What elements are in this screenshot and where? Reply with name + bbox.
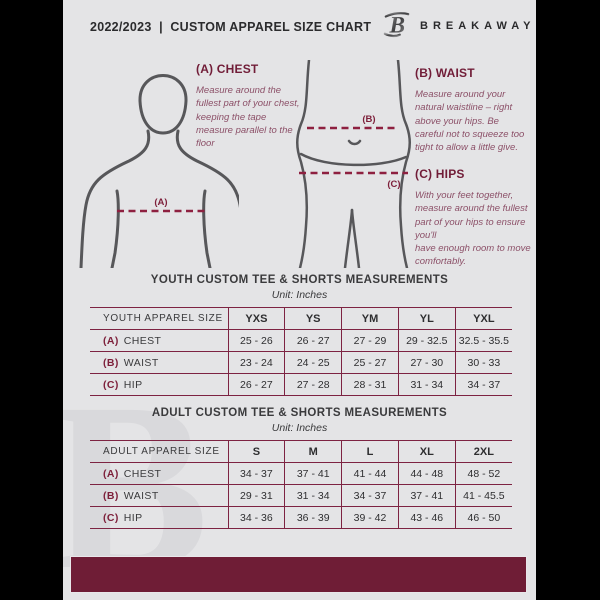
chest-instruction: (A) CHEST Measure around the fullest par… xyxy=(196,62,303,150)
size-cell: 26 - 27 xyxy=(284,329,342,352)
chest-instruction-text: Measure around the fullest part of your … xyxy=(196,85,300,150)
chest-marker-label: (A) xyxy=(154,197,167,208)
size-cell: 44 - 48 xyxy=(397,462,456,485)
size-cell: 34 - 37 xyxy=(341,484,399,507)
table-header-row: YOUTH APPAREL SIZE YXS YS YM YL YXL xyxy=(90,307,512,330)
table-row: (B) WAIST 29 - 31 31 - 34 34 - 37 37 - 41… xyxy=(90,484,512,507)
table-header-row: ADULT APPAREL SIZE S M L XL 2XL xyxy=(90,440,512,463)
hips-instruction: (C) HIPS With your feet together, measur… xyxy=(415,167,533,269)
brand-name: BREAKAWAY xyxy=(420,20,536,32)
size-cell: 34 - 37 xyxy=(454,373,512,396)
size-cell: 36 - 39 xyxy=(284,506,342,529)
size-cell: 31 - 34 xyxy=(397,373,456,396)
waist-instruction-heading: (B) WAIST xyxy=(415,66,475,80)
size-cell: 26 - 27 xyxy=(227,373,285,396)
size-cell: 27 - 30 xyxy=(397,351,456,374)
row-label: (A) CHEST xyxy=(90,462,228,485)
table-row: (A) CHEST 34 - 37 37 - 41 41 - 44 44 - 48… xyxy=(90,462,512,485)
size-cell: 28 - 31 xyxy=(341,373,399,396)
chest-instruction-heading: (A) CHEST xyxy=(196,62,259,76)
adult-table-title: ADULT CUSTOM TEE & SHORTS MEASUREMENTS xyxy=(151,407,448,419)
table-row: (C) HIP 34 - 36 36 - 39 39 - 42 43 - 46 4… xyxy=(90,506,512,529)
adult-table-unit: Unit: Inches xyxy=(271,422,328,434)
size-cell: 31 - 34 xyxy=(284,484,342,507)
column-header: S xyxy=(227,440,285,463)
row-label: (B) WAIST xyxy=(90,351,228,374)
size-cell: 34 - 37 xyxy=(227,462,285,485)
youth-table-unit: Unit: Inches xyxy=(271,289,328,301)
column-header: YXS xyxy=(227,307,285,330)
row-label: (B) WAIST xyxy=(90,484,228,507)
size-cell: 48 - 52 xyxy=(454,462,512,485)
size-cell: 46 - 50 xyxy=(454,506,512,529)
waist-marker-label: (B) xyxy=(362,114,375,125)
size-cell: 27 - 28 xyxy=(284,373,342,396)
waist-instruction-text: Measure around your natural waistline – … xyxy=(415,89,525,154)
page-header: 2022/2023 | CUSTOM APPAREL SIZE CHART B … xyxy=(63,0,536,52)
column-header: YS xyxy=(284,307,342,330)
footer-bar xyxy=(70,556,527,593)
table-row: (A) CHEST 25 - 26 26 - 27 27 - 29 29 - 32… xyxy=(90,329,512,352)
column-header: ADULT APPAREL SIZE xyxy=(90,440,228,463)
size-cell: 34 - 36 xyxy=(227,506,285,529)
waistband-curve xyxy=(299,152,408,167)
column-header: 2XL xyxy=(454,440,512,463)
head-outline xyxy=(138,74,188,135)
column-header: M xyxy=(284,440,342,463)
flyer-page: B 2022/2023 | CUSTOM APPAREL SIZE CHART … xyxy=(63,0,536,600)
hip-marker-label: (C) xyxy=(387,179,400,190)
table-row: (C) HIP 26 - 27 27 - 28 28 - 31 31 - 34 3… xyxy=(90,373,512,396)
size-cell: 43 - 46 xyxy=(397,506,456,529)
column-header: L xyxy=(341,440,399,463)
column-header: YXL xyxy=(454,307,512,330)
waist-instruction: (B) WAIST Measure around your natural wa… xyxy=(415,66,529,154)
hips-instruction-text: With your feet together, measure around … xyxy=(415,190,531,268)
size-cell: 29 - 31 xyxy=(227,484,285,507)
size-cell: 41 - 44 xyxy=(341,462,399,485)
row-label: (C) HIP xyxy=(90,373,228,396)
lower-body-diagram: (B) (C) xyxy=(291,58,416,273)
size-cell: 29 - 32.5 xyxy=(397,329,456,352)
column-header: XL xyxy=(397,440,456,463)
hips-instruction-heading: (C) HIPS xyxy=(415,167,465,181)
size-cell: 24 - 25 xyxy=(284,351,342,374)
size-cell: 37 - 41 xyxy=(284,462,342,485)
table-row: (B) WAIST 23 - 24 24 - 25 25 - 27 27 - 30… xyxy=(90,351,512,374)
column-header: YL xyxy=(397,307,456,330)
column-header: YOUTH APPAREL SIZE xyxy=(90,307,228,330)
size-cell: 25 - 26 xyxy=(227,329,285,352)
navel-mark xyxy=(347,139,362,146)
breakaway-logo-icon: B xyxy=(383,10,411,43)
size-cell: 39 - 42 xyxy=(341,506,399,529)
page-title: 2022/2023 | CUSTOM APPAREL SIZE CHART xyxy=(90,18,372,34)
row-label: (C) HIP xyxy=(90,506,228,529)
size-cell: 41 - 45.5 xyxy=(454,484,512,507)
brand-lockup: B BREAKAWAY xyxy=(383,10,536,43)
youth-size-table: YOUTH APPAREL SIZE YXS YS YM YL YXL (A) C… xyxy=(90,307,512,396)
size-cell: 37 - 41 xyxy=(397,484,456,507)
adult-size-table: ADULT APPAREL SIZE S M L XL 2XL (A) CHEST… xyxy=(90,440,512,529)
svg-text:B: B xyxy=(389,12,406,38)
size-cell: 23 - 24 xyxy=(227,351,285,374)
size-cell: 32.5 - 35.5 xyxy=(454,329,512,352)
size-cell: 27 - 29 xyxy=(341,329,399,352)
column-header: YM xyxy=(341,307,399,330)
row-label: (A) CHEST xyxy=(90,329,228,352)
size-cell: 30 - 33 xyxy=(454,351,512,374)
youth-table-title: YOUTH CUSTOM TEE & SHORTS MEASUREMENTS xyxy=(150,274,449,286)
size-cell: 25 - 27 xyxy=(341,351,399,374)
